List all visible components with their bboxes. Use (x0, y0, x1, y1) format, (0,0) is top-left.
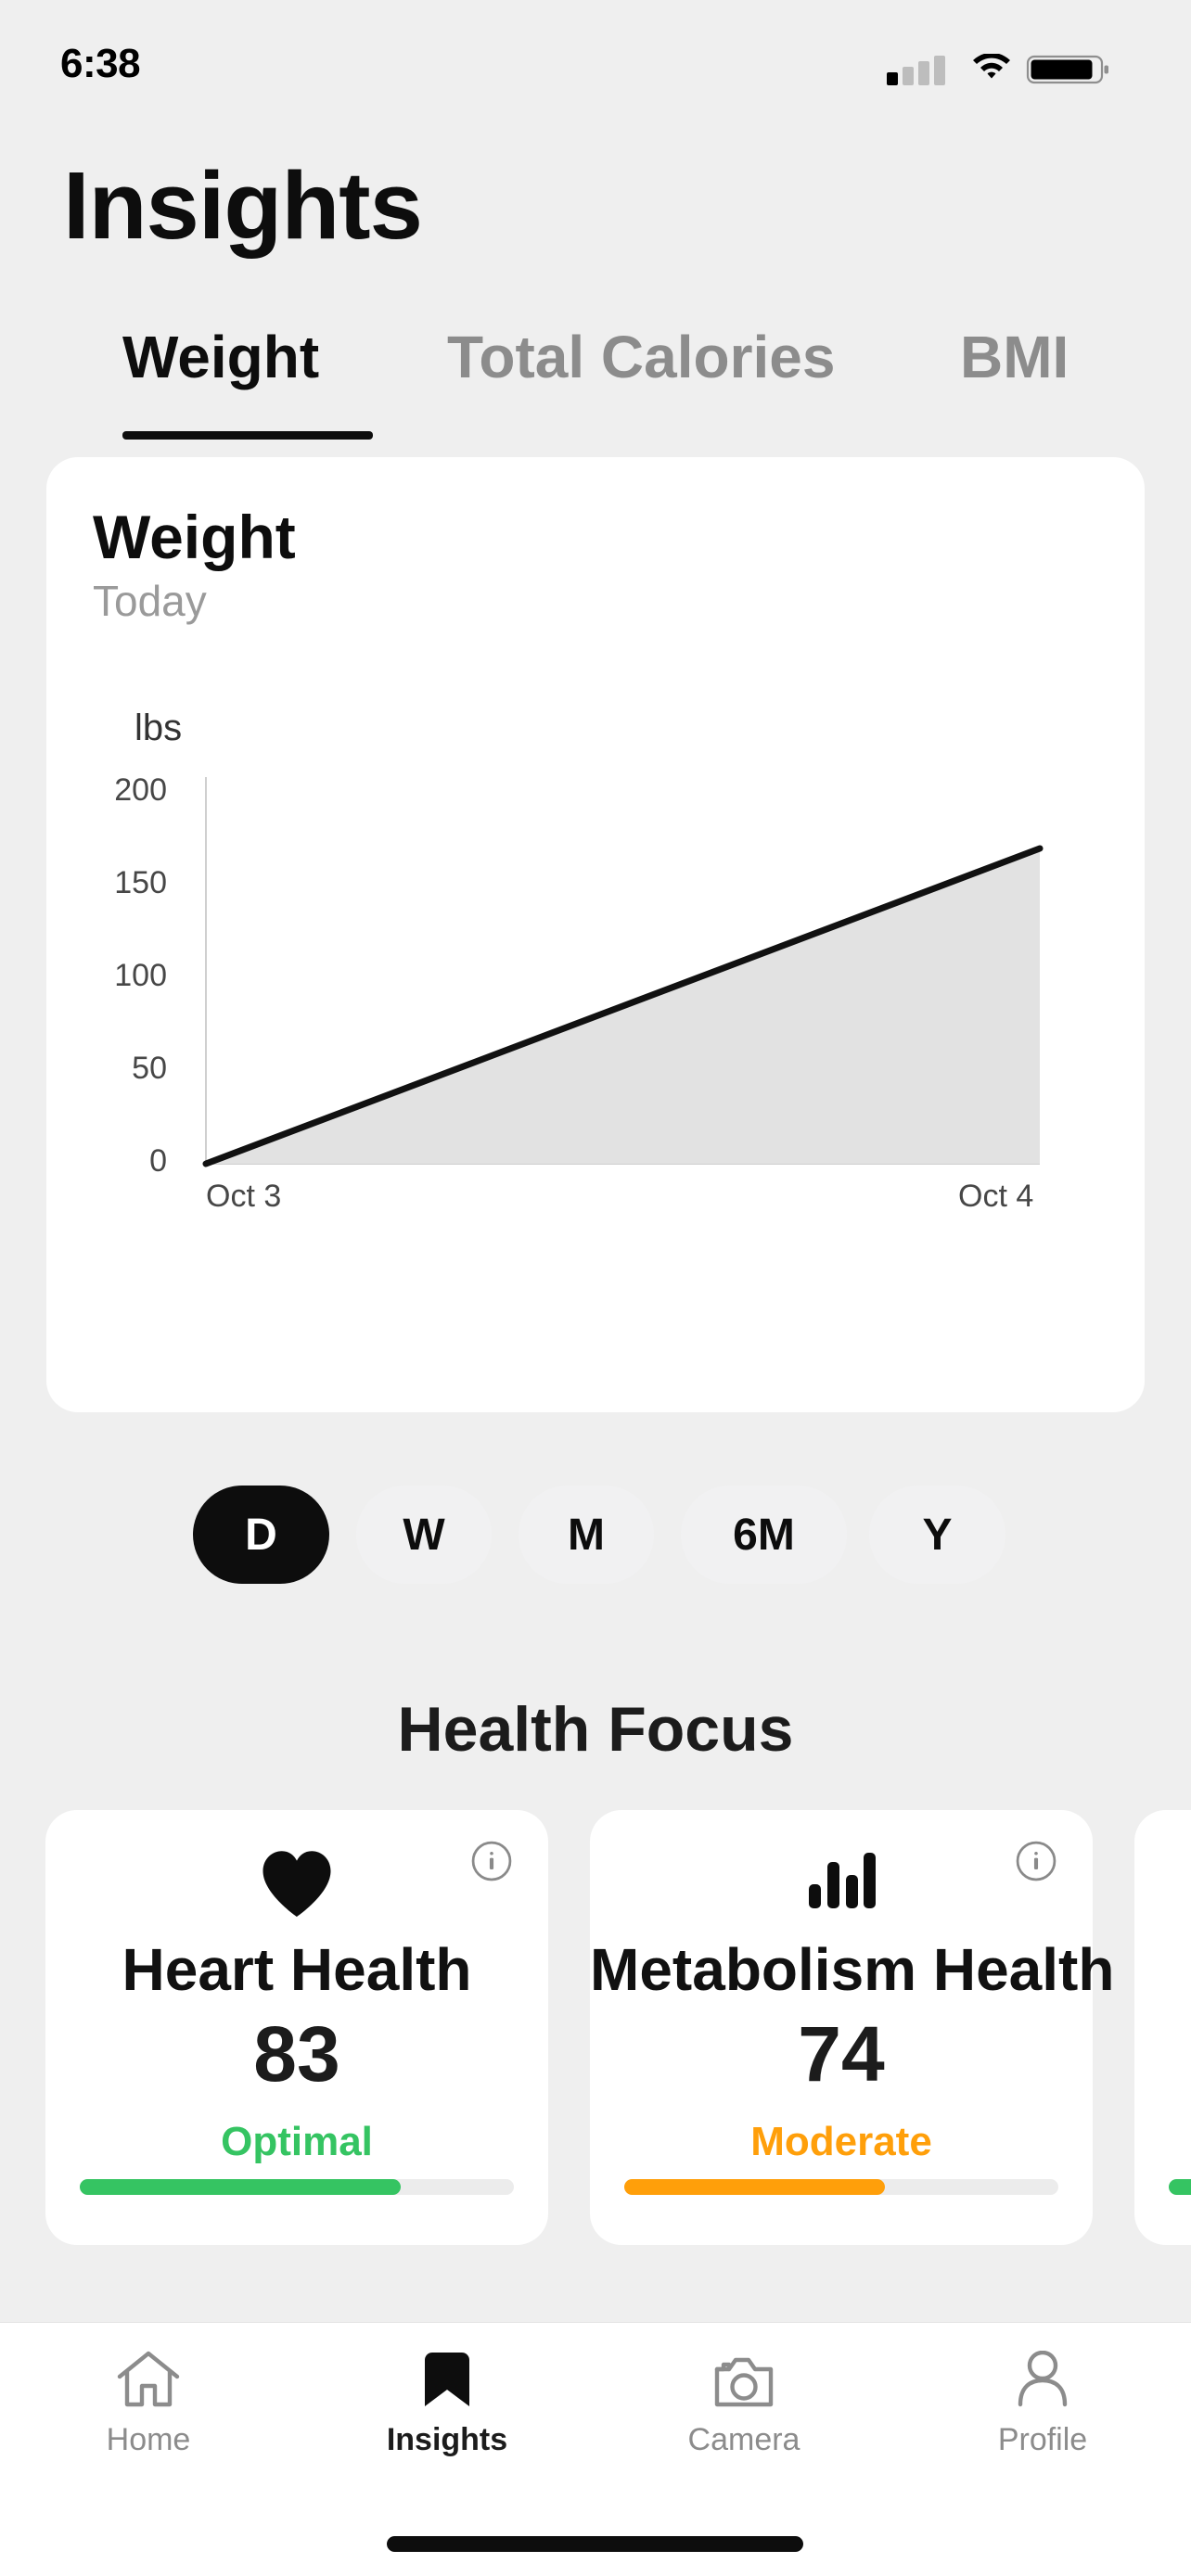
svg-text:0: 0 (149, 1143, 167, 1179)
svg-text:Oct 4: Oct 4 (958, 1179, 1033, 1214)
svg-text:100: 100 (114, 958, 167, 993)
svg-text:50: 50 (132, 1051, 167, 1086)
svg-text:150: 150 (114, 865, 167, 900)
svg-text:Oct 3: Oct 3 (206, 1179, 281, 1214)
svg-text:200: 200 (114, 772, 167, 808)
